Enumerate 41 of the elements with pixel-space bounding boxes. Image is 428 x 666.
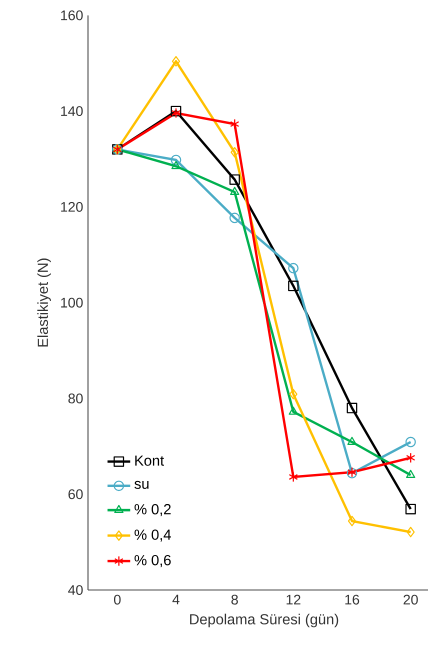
legend-label: % 0,6	[134, 555, 171, 568]
point	[348, 516, 356, 526]
point	[230, 186, 240, 195]
point	[347, 436, 357, 445]
y-tick-label: 160	[61, 10, 83, 20]
y-tick-label: 60	[68, 489, 83, 500]
point	[230, 147, 239, 158]
x-tick-label: 8	[231, 594, 238, 605]
legend-label: % 0,2	[134, 504, 171, 516]
y-tick-label: 140	[61, 106, 83, 116]
point	[288, 280, 299, 292]
x-tick-label: 20	[404, 594, 418, 605]
point	[346, 402, 358, 414]
point	[172, 56, 180, 67]
point	[406, 526, 415, 538]
legend-label: % 0,4	[134, 530, 171, 542]
point	[288, 262, 299, 274]
point	[405, 504, 416, 514]
x-tick-label: 12	[286, 594, 300, 604]
point	[406, 470, 416, 478]
point	[230, 118, 240, 130]
y-axis-title: Elastikiyet (N)	[37, 258, 51, 347]
point	[406, 452, 416, 464]
y-tick-label: 80	[68, 394, 83, 404]
legend-label: Kont	[135, 456, 164, 466]
legend-label: su	[134, 480, 149, 489]
x-tick-label: 4	[172, 594, 180, 604]
y-tick-label: 40	[68, 585, 83, 595]
point	[289, 388, 298, 400]
x-axis-title: Depolama Süresi (gün)	[190, 614, 338, 628]
point	[229, 174, 240, 185]
point	[405, 436, 416, 448]
point	[171, 160, 181, 170]
point	[229, 212, 240, 224]
y-tick-label: 120	[61, 202, 83, 212]
point	[288, 406, 298, 415]
point	[170, 154, 182, 166]
point	[288, 472, 298, 482]
y-tick-label: 100	[61, 298, 83, 308]
x-tick-label: 0	[114, 594, 121, 605]
x-tick-label: 16	[345, 594, 360, 605]
